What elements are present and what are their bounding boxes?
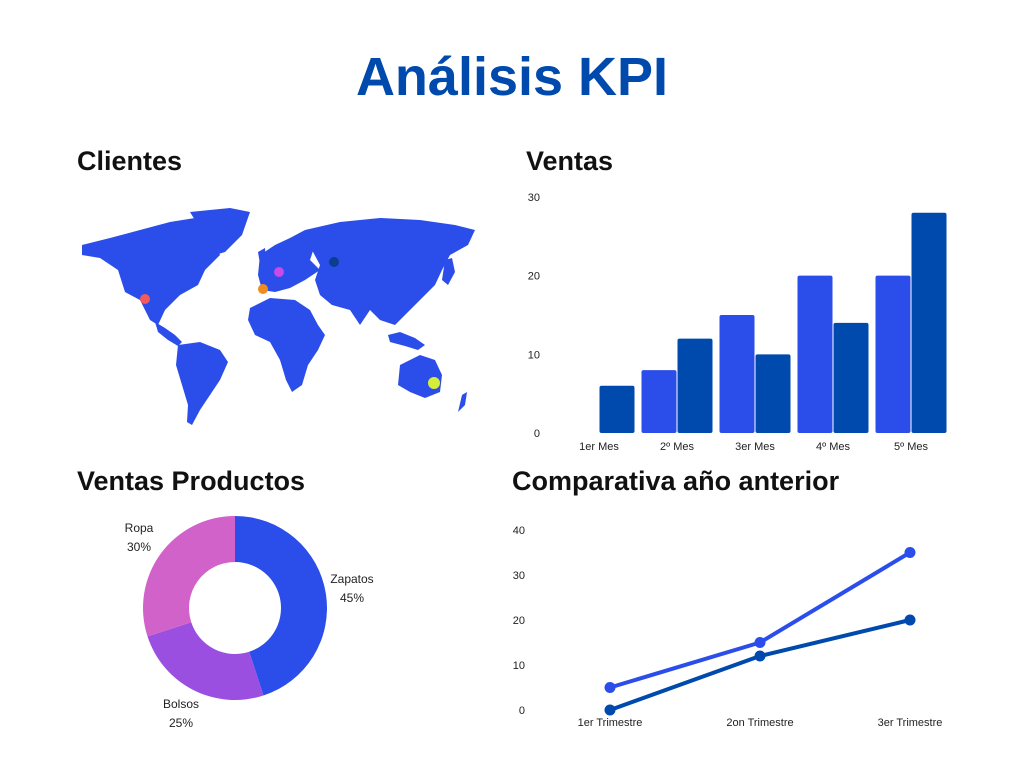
y-tick-label: 0: [519, 705, 525, 717]
y-tick-label: 40: [513, 525, 525, 537]
slice-label: Zapatos: [330, 572, 373, 586]
y-tick-label: 20: [528, 271, 540, 283]
line-series: [609, 550, 912, 690]
data-point[interactable]: [904, 547, 916, 558]
ventas-bar-chart: 0 10 20 30 1er Mes 2º Mes 3er Mes 4º Mes 5º Mes: [528, 192, 947, 453]
continents: [82, 208, 475, 425]
section-title-ventas-productos: Ventas Productos: [77, 466, 306, 496]
x-tick-label: 2º Mes: [660, 441, 694, 453]
page-title: Análisis KPI: [355, 47, 669, 107]
data-point[interactable]: [604, 682, 616, 693]
map-marker-spain[interactable]: [258, 284, 268, 294]
data-point[interactable]: [754, 637, 766, 648]
x-tick-label: 1er Trimestre: [578, 717, 643, 729]
donut-slice-ropa[interactable]: [142, 516, 235, 637]
x-tick-label: 2on Trimestre: [726, 717, 793, 729]
bar[interactable]: [797, 275, 833, 433]
slice-label: Bolsos: [163, 697, 199, 711]
x-tick-label: 3er Trimestre: [878, 717, 943, 729]
bar[interactable]: [719, 315, 755, 433]
slice-percent: 45%: [340, 591, 364, 605]
bar[interactable]: [833, 322, 869, 433]
bar[interactable]: [911, 212, 947, 433]
data-point[interactable]: [904, 614, 916, 626]
x-tick-label: 3er Mes: [735, 441, 775, 453]
data-point[interactable]: [604, 704, 616, 716]
y-tick-label: 30: [513, 570, 525, 582]
y-tick-label: 10: [513, 660, 525, 672]
y-tick-label: 10: [528, 349, 540, 361]
ventas-productos-donut: Zapatos 45% Bolsos 25% Ropa 30%: [125, 516, 374, 730]
slice-percent: 25%: [169, 716, 193, 730]
bar[interactable]: [599, 385, 635, 433]
slice-percent: 30%: [127, 540, 151, 554]
bar[interactable]: [641, 370, 677, 433]
map-marker-russia[interactable]: [329, 257, 339, 267]
bar[interactable]: [755, 354, 791, 433]
section-title-clientes: Clientes: [77, 146, 183, 176]
donut-slice-zapatos[interactable]: [235, 516, 327, 696]
y-tick-label: 30: [528, 192, 540, 204]
line-series: [609, 618, 911, 712]
map-marker-usa-west[interactable]: [140, 294, 150, 304]
section-title-ventas: Ventas: [526, 146, 614, 176]
data-point[interactable]: [754, 650, 766, 662]
world-map: [82, 208, 475, 425]
bar[interactable]: [875, 275, 911, 433]
x-tick-label: 5º Mes: [894, 441, 928, 453]
map-marker-australia-east[interactable]: [428, 377, 440, 389]
slice-label: Ropa: [125, 521, 154, 535]
comparativa-line-chart: 0 10 20 30 40 1er Trimestre 2on Trimestre 3er T…: [513, 525, 943, 729]
x-tick-label: 4º Mes: [816, 441, 850, 453]
x-tick-label: 1er Mes: [579, 441, 619, 453]
y-tick-label: 20: [513, 615, 525, 627]
section-title-comparativa: Comparativa año anterior: [512, 466, 840, 496]
map-marker-central-europe[interactable]: [274, 267, 284, 277]
donut-slice-bolsos[interactable]: [147, 622, 264, 700]
bar[interactable]: [677, 338, 713, 433]
y-tick-label: 0: [534, 428, 540, 440]
